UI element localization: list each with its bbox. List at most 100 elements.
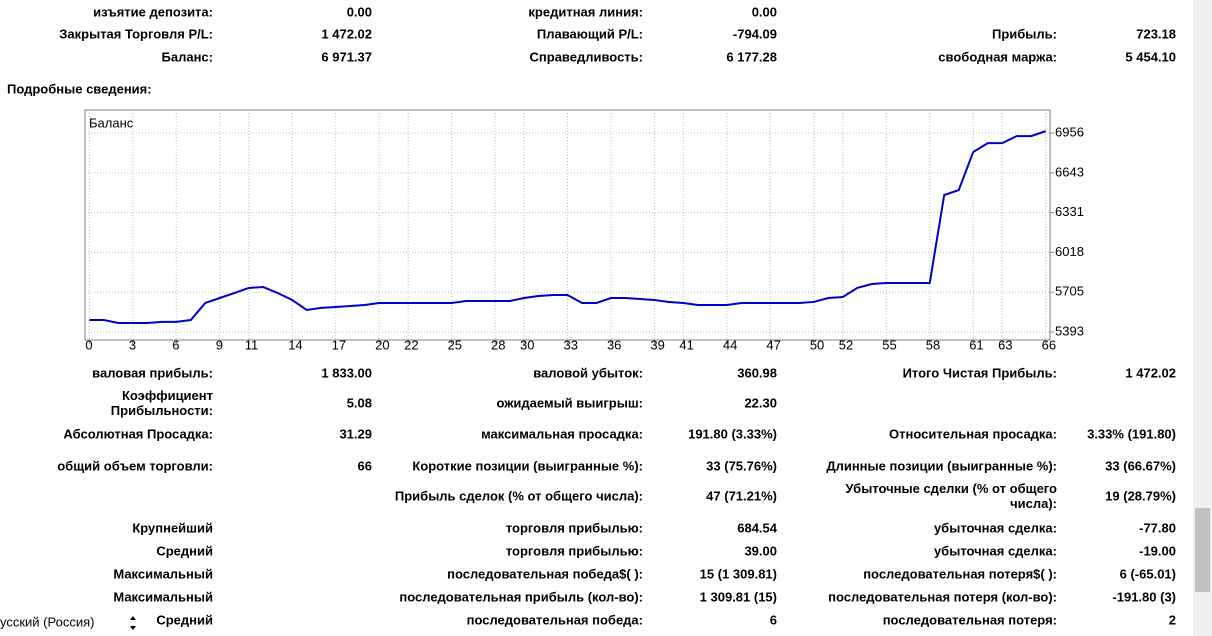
row-label: Закрытая Торговля P/L: <box>59 26 213 41</box>
row-label: валовая прибыль: <box>92 365 213 380</box>
row-value: 360.98 <box>737 365 777 380</box>
row-value: -19.00 <box>1139 543 1176 558</box>
row-label: общий объем торговли: <box>57 458 213 473</box>
x-tick-label: 30 <box>520 337 534 352</box>
row-value: 1 309.81 (15) <box>700 589 777 604</box>
row-value: 15 (1 309.81) <box>700 566 777 581</box>
x-tick-label: 55 <box>882 337 896 352</box>
row-value: 191.80 (3.33%) <box>688 426 777 441</box>
x-tick-label: 47 <box>766 337 780 352</box>
x-tick-label: 44 <box>723 337 737 352</box>
row-label: Прибыльности: <box>111 403 213 418</box>
row-value: 66 <box>358 458 372 473</box>
row-value: 5.08 <box>347 395 372 410</box>
row-label: Прибыль: <box>992 26 1057 41</box>
x-tick-label: 25 <box>448 337 462 352</box>
row-value: 39.00 <box>744 543 777 558</box>
balance-line <box>89 130 1046 324</box>
y-tick-label: 6331 <box>1055 204 1084 219</box>
row-value: 6 (-65.01) <box>1120 566 1176 581</box>
row-label: изъятие депозита: <box>93 4 213 19</box>
row-label: последовательная прибыль (кол-во): <box>399 589 643 604</box>
x-tick-label: 39 <box>650 337 664 352</box>
x-tick-label: 22 <box>404 337 418 352</box>
row-label: убыточная сделка: <box>934 543 1057 558</box>
row-label: ожидаемый выигрыш: <box>496 395 643 410</box>
row-label: Абсолютная Просадка: <box>63 426 213 441</box>
y-tick-label: 6018 <box>1055 244 1084 259</box>
row-label: свободная маржа: <box>938 49 1057 64</box>
x-tick-label: 3 <box>129 337 136 352</box>
row-label: валовой убыток: <box>533 365 643 380</box>
row-label: последовательная потеря: <box>883 612 1057 627</box>
row-label: Убыточные сделки (% от общего <box>845 481 1057 496</box>
row-value: 33 (75.76%) <box>706 458 777 473</box>
y-tick-label: 6643 <box>1055 164 1084 179</box>
row-value: 6 971.37 <box>321 49 372 64</box>
row-value: 1 472.02 <box>321 26 372 41</box>
row-label: последовательная потеря$( ): <box>863 566 1057 581</box>
row-label: Плавающий P/L: <box>537 26 643 41</box>
row-value: 0.00 <box>752 4 777 19</box>
row-value: 1 472.02 <box>1125 365 1176 380</box>
x-tick-label: 20 <box>375 337 389 352</box>
row-value: 6 <box>770 612 777 627</box>
row-value: 723.18 <box>1136 26 1176 41</box>
row-label: Средний <box>156 612 213 627</box>
row-label: Справедливость: <box>530 49 643 64</box>
row-label: последовательная потеря (кол-во): <box>828 589 1057 604</box>
section-title: Подробные сведения: <box>7 81 152 96</box>
x-tick-label: 9 <box>216 337 223 352</box>
x-tick-label: 11 <box>245 337 259 352</box>
row-value: 3.33% (191.80) <box>1087 426 1176 441</box>
row-value: 19 (28.79%) <box>1105 488 1176 503</box>
row-label: Баланс: <box>162 49 213 64</box>
row-label: максимальная просадка: <box>481 426 643 441</box>
row-value: 6 177.28 <box>726 49 777 64</box>
x-tick-label: 28 <box>491 337 505 352</box>
row-label: последовательная победа$( ): <box>447 566 643 581</box>
x-tick-label: 33 <box>564 337 578 352</box>
row-value: 684.54 <box>737 520 778 535</box>
row-label: убыточная сделка: <box>934 520 1057 535</box>
row-value: -77.80 <box>1139 520 1176 535</box>
row-label: Коэффициент <box>122 388 213 403</box>
row-label: Крупнейший <box>132 520 213 535</box>
chart-title: Баланс <box>89 115 134 130</box>
scrollbar[interactable] <box>1193 0 1212 636</box>
row-label: Средний <box>156 543 213 558</box>
x-tick-label: 61 <box>969 337 983 352</box>
row-label: Максимальный <box>113 589 213 604</box>
row-label: Длинные позиции (выигранные %): <box>826 458 1057 473</box>
row-label: Максимальный <box>113 566 213 581</box>
spin-arrows[interactable] <box>130 616 136 630</box>
language-label[interactable]: усский (Россия) <box>0 614 94 629</box>
x-tick-label: 63 <box>998 337 1012 352</box>
row-label: последовательная победа: <box>467 612 643 627</box>
row-value: -191.80 (3) <box>1112 589 1176 604</box>
scrollbar-thumb[interactable] <box>1195 508 1210 592</box>
x-tick-label: 17 <box>332 337 346 352</box>
x-tick-label: 41 <box>679 337 693 352</box>
row-value: 22.30 <box>744 395 777 410</box>
row-value: 2 <box>1169 612 1176 627</box>
x-tick-label: 14 <box>288 337 302 352</box>
row-label: торговля прибылью: <box>506 543 643 558</box>
row-label: кредитная линия: <box>528 4 643 19</box>
x-tick-label: 52 <box>839 337 853 352</box>
x-tick-label: 58 <box>926 337 940 352</box>
row-value: 33 (66.67%) <box>1105 458 1176 473</box>
row-value: 5 454.10 <box>1125 49 1176 64</box>
x-tick-label: 50 <box>810 337 824 352</box>
language-select[interactable] <box>0 611 150 636</box>
row-label: Итого Чистая Прибыль: <box>903 365 1057 380</box>
row-value: 1 833.00 <box>321 365 372 380</box>
row-label: Короткие позиции (выигранные %): <box>412 458 643 473</box>
y-tick-label: 5393 <box>1055 323 1084 338</box>
row-value: 47 (71.21%) <box>706 488 777 503</box>
y-tick-label: 5705 <box>1055 284 1084 299</box>
row-value: -794.09 <box>733 26 777 41</box>
row-label: числа): <box>1010 496 1057 511</box>
row-label: Прибыль сделок (% от общего числа): <box>395 488 643 503</box>
